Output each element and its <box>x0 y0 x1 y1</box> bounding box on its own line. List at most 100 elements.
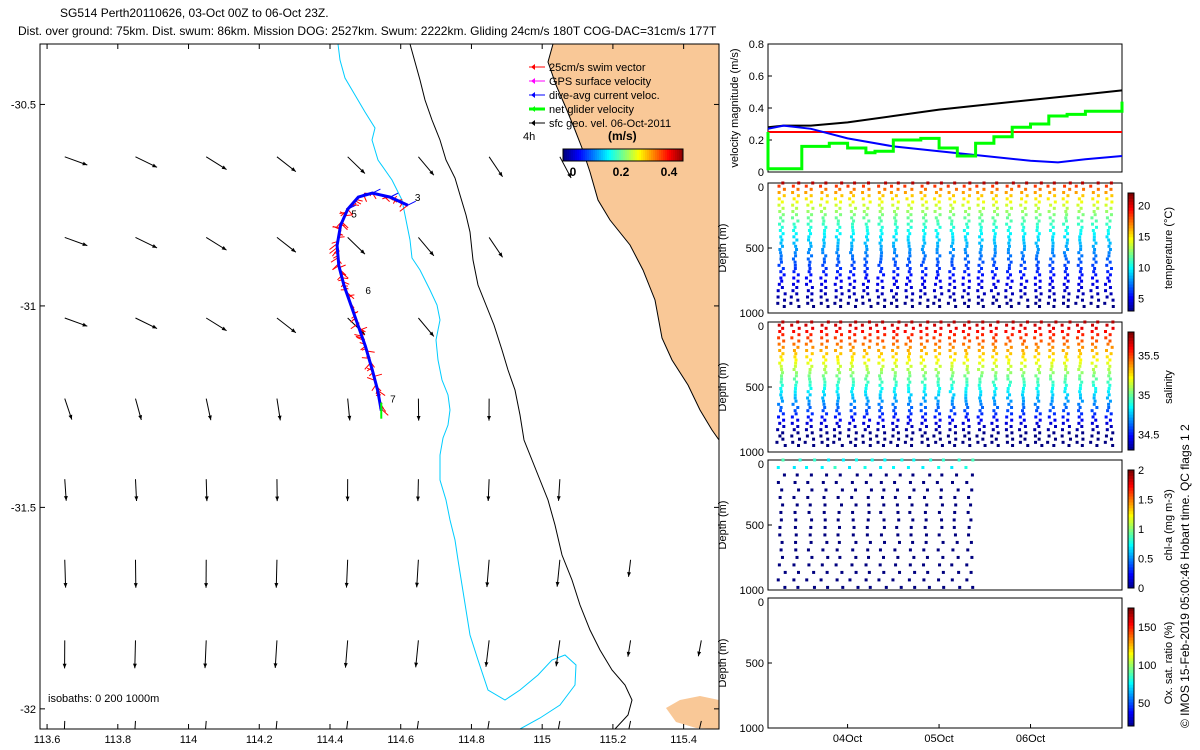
geo-arrow-head <box>63 496 68 501</box>
geo-arrow-head <box>274 583 279 588</box>
geo-arrow-head <box>221 165 227 170</box>
colorbar-cell <box>681 149 684 161</box>
geo-arrow-head <box>277 415 282 421</box>
colorbar-cell <box>569 149 572 161</box>
geo-arrow-shaft <box>205 720 207 729</box>
geo-arrow-head <box>273 743 277 748</box>
colorbar-cell <box>603 149 606 161</box>
map-x-tick-label: 115.4 <box>670 734 697 746</box>
map-y-tick-label: -30.5 <box>11 99 36 111</box>
colorbar-cell <box>591 149 594 161</box>
legend-label: sfc geo. vel. 06-Oct-2011 <box>549 118 671 130</box>
geo-arrow-shaft <box>557 720 561 729</box>
colorbar-cell <box>565 149 568 161</box>
geo-arrow-head <box>134 496 139 501</box>
colorbar-cell <box>665 149 668 161</box>
geo-arrow-shaft <box>204 640 207 669</box>
geo-arrow-head <box>498 171 503 177</box>
colorbar-cell <box>639 149 642 161</box>
geo-arrow-head <box>416 496 420 502</box>
legend-arrowhead <box>531 120 535 126</box>
colorbar-cell <box>563 149 566 161</box>
colorbar-cell <box>621 149 624 161</box>
colorbar-cell <box>593 149 596 161</box>
colorbar-cell <box>637 149 640 161</box>
geo-arrow-head <box>697 651 702 657</box>
map-x-tick-label: 114.6 <box>387 734 414 746</box>
geo-arrow-head <box>414 662 419 668</box>
geo-arrow-head <box>275 496 280 502</box>
geo-arrow-head <box>415 582 419 588</box>
geo-arrow-head <box>207 415 212 421</box>
chart-subtitle: Dist. over ground: 75km. Dist. swum: 86k… <box>18 24 717 38</box>
land-mass <box>548 44 719 440</box>
colorbar-cell <box>579 149 582 161</box>
colorbar-cell <box>595 149 598 161</box>
colorbar-title: (m/s) <box>608 129 637 143</box>
geo-arrow-head <box>291 328 296 333</box>
colorbar-cell <box>573 149 576 161</box>
colorbar-cell <box>605 149 608 161</box>
colorbar-cell <box>589 149 592 161</box>
colorbar-cell <box>673 149 676 161</box>
colorbar-cell <box>623 149 626 161</box>
legend-label: 25cm/s swim vector <box>549 62 646 74</box>
geo-arrow-head <box>484 662 489 667</box>
geo-arrow-head <box>138 414 142 420</box>
geo-arrow-shaft <box>64 559 67 588</box>
land-mass-south <box>666 696 719 729</box>
colorbar-cell <box>617 149 620 161</box>
geo-arrow-head <box>429 331 434 337</box>
map-legend: 25cm/s swim vector GPS surface velocity di… <box>523 62 671 143</box>
legend-arrowhead <box>531 92 535 98</box>
geo-arrow-head <box>360 330 365 335</box>
geo-arrow-head <box>626 731 630 736</box>
colorbar-tick-label: 0.2 <box>613 165 630 179</box>
geo-arrow-head <box>554 661 559 667</box>
geo-arrow-head <box>345 496 350 502</box>
legend-arrowhead <box>531 64 535 70</box>
map-x-tick-label: 114.2 <box>246 734 273 746</box>
map-x-tick-label: 115 <box>533 734 551 746</box>
geo-arrow-head <box>567 173 572 179</box>
isobath-200 <box>337 44 577 729</box>
geo-arrow-head <box>82 242 88 246</box>
current-vector <box>372 188 381 194</box>
geo-arrow-head <box>347 415 352 421</box>
map-x-tick-label: 114.4 <box>317 734 344 746</box>
colorbar-cell <box>675 149 678 161</box>
geo-arrow-head <box>485 582 490 588</box>
geo-arrow-shaft <box>134 640 136 669</box>
colorbar-cell <box>655 149 658 161</box>
colorbar-cell <box>649 149 652 161</box>
map-x-tick-label: 115.2 <box>600 734 627 746</box>
geo-arrow-head <box>291 247 296 253</box>
colorbar-tick-label: 0 <box>570 165 577 179</box>
colorbar-cell <box>645 149 648 161</box>
map-frame <box>39 43 720 730</box>
colorbar-cell <box>671 149 674 161</box>
geo-arrow-shaft <box>698 720 702 729</box>
geo-arrow-head <box>132 663 137 669</box>
colorbar-cell <box>657 149 660 161</box>
current-vector <box>389 192 399 198</box>
legend-label: net glider velocity <box>549 104 634 116</box>
colorbar-cell <box>635 149 638 161</box>
geo-arrow-head <box>627 571 632 577</box>
legend-label: dive-avg current veloc. <box>549 90 660 102</box>
colorbar-cell <box>641 149 644 161</box>
dive-avg-current-path <box>335 191 409 411</box>
colorbar-cell <box>571 149 574 161</box>
geo-arrow-head <box>204 496 209 502</box>
geo-arrow-head <box>429 251 434 256</box>
colorbar-cell <box>651 149 654 161</box>
geo-arrow-head <box>62 744 66 749</box>
geo-arrow-head <box>62 663 67 669</box>
colorbar-cell <box>577 149 580 161</box>
isobath-1000 <box>409 44 633 729</box>
colorbar-cell <box>625 149 628 161</box>
colorbar-cell <box>629 149 632 161</box>
track-day-label: 3 <box>415 193 421 204</box>
colorbar-cell <box>599 149 602 161</box>
